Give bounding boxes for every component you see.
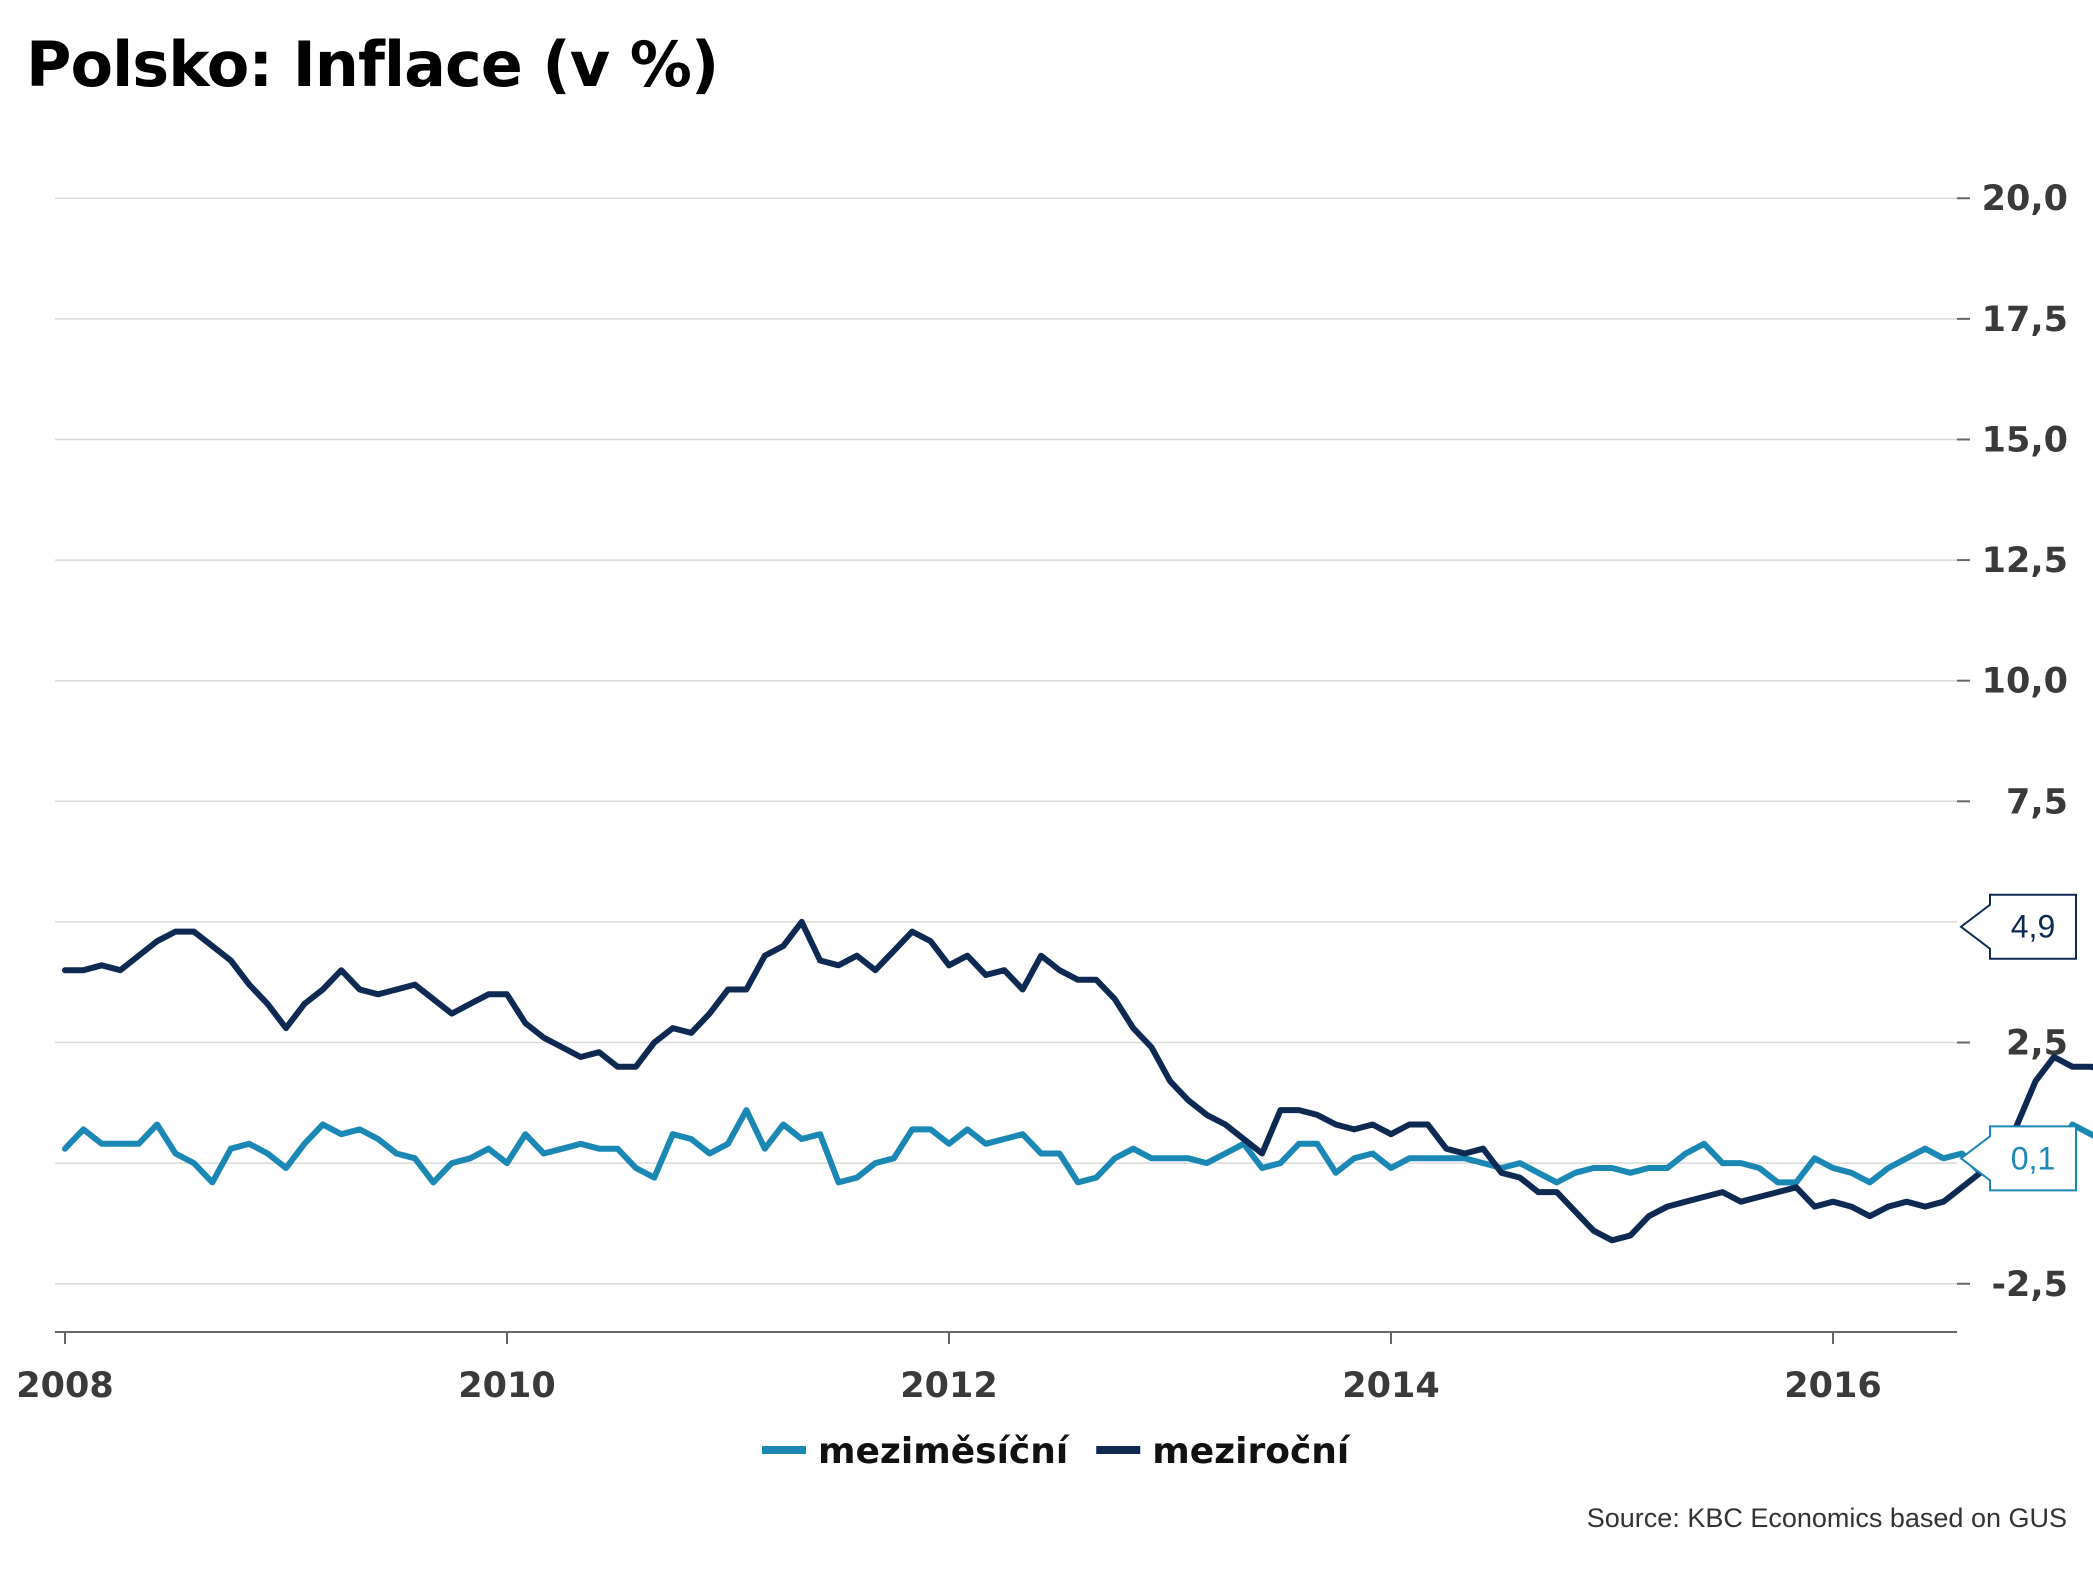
series-line-mezimesicni [62, 1107, 2093, 1186]
gridlines [55, 197, 1957, 1285]
x-axis: 200820102012201420162018202020222024 [16, 1331, 1957, 1406]
y-tick-label: 10,0 [1982, 662, 2068, 702]
end-value-label: 0,1 [2011, 1140, 2055, 1176]
x-tick-label: 2010 [458, 1366, 555, 1406]
x-tick-label: 2016 [1784, 1366, 1881, 1406]
y-tick-label: 20,0 [1982, 179, 2068, 219]
series-lines [62, 918, 2093, 1244]
y-tick-label: -2,5 [1991, 1265, 2068, 1305]
x-tick-label: 2012 [900, 1366, 997, 1406]
end-value-label: 4,9 [2011, 909, 2055, 945]
legend-label: meziměsíční [818, 1431, 1070, 1472]
y-tick-label: 17,5 [1982, 300, 2068, 340]
end-value-callouts: 0,1 4,9 [1959, 893, 2077, 1192]
y-tick-label: 15,0 [1982, 420, 2068, 460]
legend-label: meziroční [1152, 1431, 1351, 1472]
chart-title: Polsko: Inflace (v %) [26, 28, 719, 101]
callout-box [1959, 1125, 2077, 1192]
series-line-mezirocni [62, 918, 2093, 1244]
source-note: Source: KBC Economics based on GUS [1586, 1503, 2067, 1533]
y-tick-label: 7,5 [2006, 782, 2068, 822]
legend: meziměsíční meziroční [762, 1431, 1351, 1472]
x-tick-label: 2014 [1342, 1366, 1439, 1406]
callout-box [1959, 893, 2077, 960]
x-tick-label: 2008 [16, 1366, 113, 1406]
y-tick-label: 12,5 [1982, 541, 2068, 581]
